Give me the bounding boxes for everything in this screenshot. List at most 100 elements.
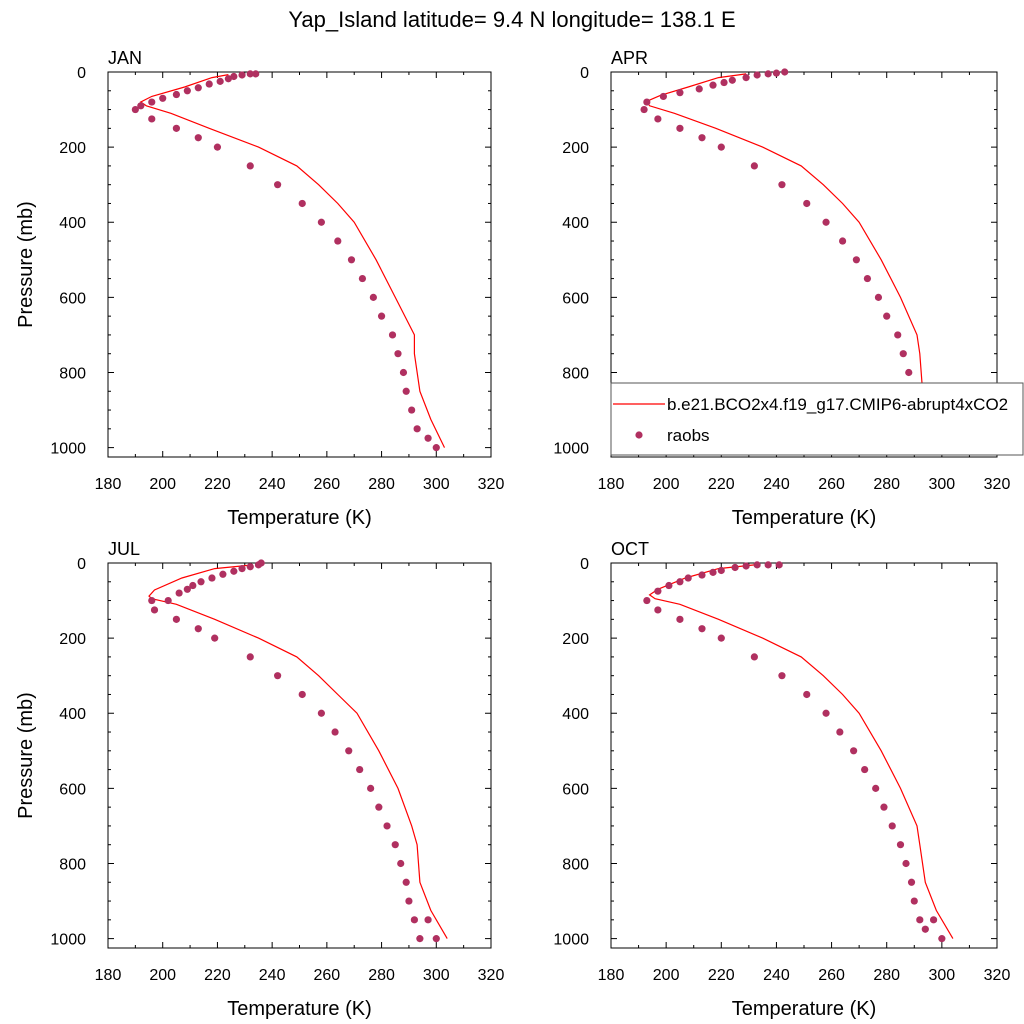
x-tick-label: 180 [598, 476, 625, 493]
legend-obs-label: raobs [667, 426, 710, 445]
y-tick-label: 1000 [553, 441, 589, 458]
obs-point [720, 78, 728, 87]
panel-oct: 180 200 220 240 260 280 300 320 0 200 400 600 800 100… [553, 539, 1010, 1020]
obs-point [246, 653, 254, 661]
obs-point [194, 84, 202, 92]
obs-point [905, 368, 913, 377]
x-tick-label: 320 [478, 967, 505, 984]
obs-point [654, 587, 662, 595]
obs-point [194, 134, 202, 142]
obs-point [772, 69, 781, 77]
obs-point [640, 105, 648, 114]
panel-jan: 180 200 220 240 260 280 300 320 0 200 400 600 800 100… [15, 48, 504, 529]
obs-point [753, 71, 761, 79]
obs-point [408, 406, 416, 414]
x-tick-label: 320 [984, 967, 1011, 984]
obs-point [274, 672, 282, 680]
obs-point [902, 859, 910, 868]
obs-point [356, 765, 364, 774]
obs-point [394, 350, 402, 358]
obs-point [861, 765, 869, 774]
y-tick-label: 800 [59, 856, 86, 873]
obs-point [899, 350, 907, 358]
obs-point [274, 181, 282, 189]
obs-point [778, 672, 786, 680]
obs-point [388, 331, 397, 339]
obs-point [880, 803, 888, 811]
obs-point [164, 596, 172, 605]
obs-point [775, 561, 783, 569]
obs-point [916, 916, 924, 924]
legend-model-label: b.e21.BCO2x4.f19_g17.CMIP6-abrupt4xCO2 [667, 395, 1008, 414]
obs-point [317, 218, 325, 226]
obs-point [317, 709, 325, 717]
obs-point [219, 570, 227, 578]
y-axis-title: Pressure (mb) [15, 201, 37, 328]
x-tick-label: 240 [259, 476, 286, 493]
panels: 180 200 220 240 260 280 300 320 0 200 400 600 800 100… [15, 48, 1010, 1020]
obs-point [183, 585, 191, 593]
obs-point [424, 916, 432, 924]
obs-point [717, 566, 725, 575]
obs-point [150, 606, 159, 614]
x-axis-title: Temperature (K) [732, 507, 877, 529]
obs-point [929, 916, 938, 924]
obs-point [246, 162, 254, 170]
x-tick-label: 320 [984, 476, 1011, 493]
obs-point [863, 274, 872, 283]
obs-point [836, 728, 844, 736]
y-tick-label: 1000 [553, 932, 589, 949]
obs-point [907, 878, 916, 886]
panel-jul: 180 200 220 240 260 280 300 320 0 200 400 600 800 100… [15, 539, 504, 1020]
legend: b.e21.BCO2x4.f19_g17.CMIP6-abrupt4xCO2 r… [610, 382, 1024, 456]
x-axis-title: Temperature (K) [227, 507, 372, 529]
obs-point [205, 80, 213, 88]
obs-point [850, 747, 858, 755]
obs-point [695, 85, 703, 93]
obs-point [424, 434, 432, 442]
obs-point [230, 567, 238, 575]
obs-point [298, 690, 306, 699]
obs-point [894, 331, 902, 339]
obs-point [654, 606, 662, 614]
y-tick-label: 800 [59, 365, 86, 382]
obs-point [874, 293, 883, 301]
obs-point [698, 134, 706, 142]
y-tick-label: 600 [562, 290, 589, 307]
obs-point [397, 859, 405, 868]
y-tick-label: 0 [580, 65, 589, 82]
obs-point [252, 70, 260, 78]
x-tick-label: 220 [708, 967, 735, 984]
plot-frame [107, 562, 492, 949]
obs-point [254, 561, 263, 569]
obs-point [659, 92, 667, 101]
obs-point [358, 274, 367, 283]
x-tick-label: 300 [423, 967, 450, 984]
obs-point [375, 803, 383, 811]
obs-point [676, 578, 684, 586]
obs-point [750, 162, 758, 170]
y-tick-label: 200 [562, 631, 589, 648]
panel-title: JUL [108, 539, 140, 559]
x-axis-title: Temperature (K) [227, 998, 372, 1020]
panel-title: OCT [611, 539, 649, 559]
obs-point [764, 70, 772, 78]
x-axis-title: Temperature (K) [732, 998, 877, 1020]
obs-point [896, 841, 905, 849]
x-tick-label: 300 [423, 476, 450, 493]
panel-apr: 180 200 220 240 260 280 300 320 0 200 400 600 800 100… [553, 48, 1010, 529]
obs-point [298, 199, 306, 208]
obs-point [383, 822, 391, 830]
obs-point [213, 143, 222, 151]
model-series-line [645, 73, 951, 448]
x-tick-label: 280 [368, 476, 395, 493]
plot-frame [107, 71, 492, 458]
x-tick-label: 240 [763, 967, 790, 984]
x-tick-label: 200 [653, 967, 680, 984]
obs-point [781, 68, 789, 76]
obs-point [698, 625, 706, 633]
obs-point [399, 368, 408, 377]
panel-title: JAN [108, 48, 142, 68]
x-tick-label: 220 [204, 476, 231, 493]
obs-point [148, 596, 156, 605]
